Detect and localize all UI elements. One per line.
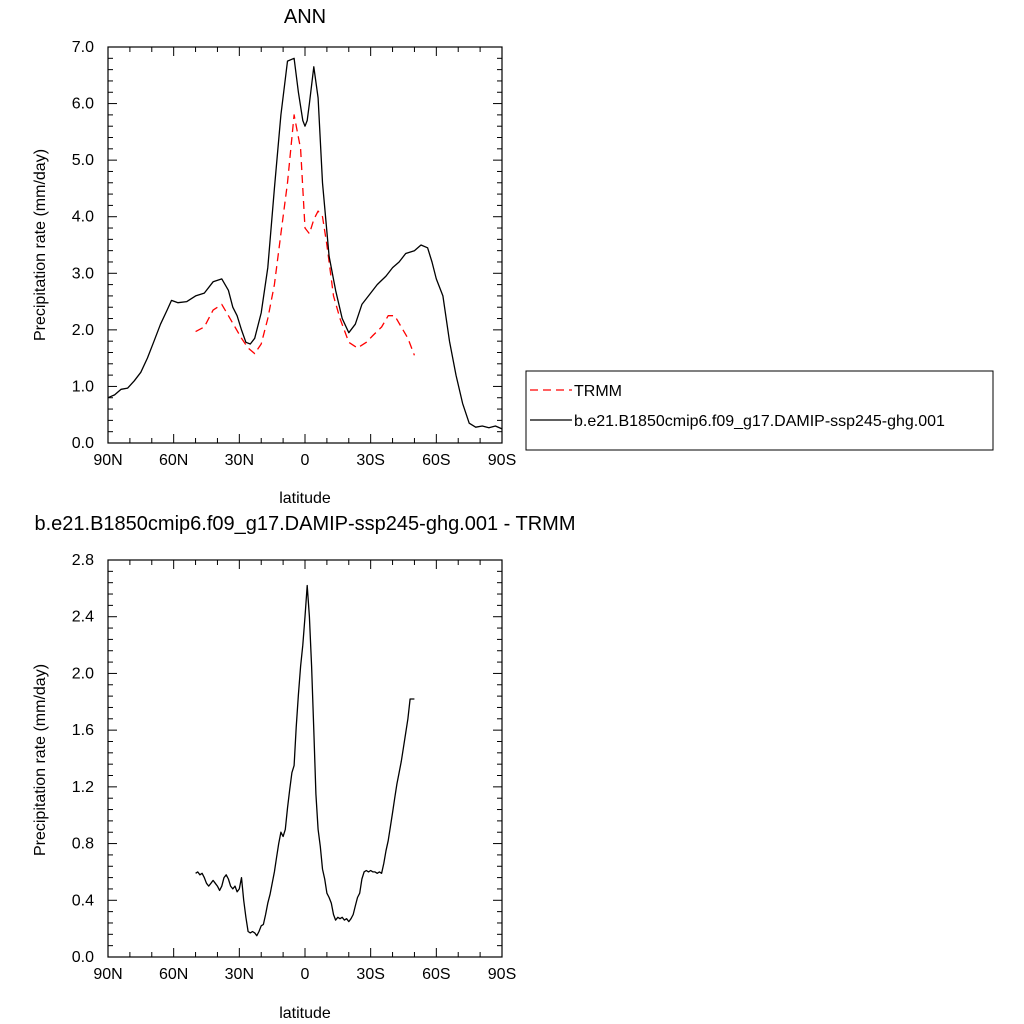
top-x-tick-label: 60N [159,452,188,469]
top-x-tick-label: 60S [422,452,450,469]
top-panel-xlabel: latitude [279,490,331,507]
top-y-tick-label: 3.0 [72,265,94,282]
bottom-x-tick-label: 60N [159,966,188,983]
top-panel-title: ANN [284,6,326,28]
top-panel-ylabel: Precipitation rate (mm/day) [32,149,49,341]
bottom-panel: b.e21.B1850cmip6.f09_g17.DAMIP-ssp245-gh… [32,513,576,1022]
top-y-tick-label: 2.0 [72,322,94,339]
top-x-tick-label: 90S [488,452,516,469]
top-y-tick-label: 0.0 [72,435,94,452]
legend-label-model: b.e21.B1850cmip6.f09_g17.DAMIP-ssp245-gh… [574,413,945,430]
bottom-panel-xlabel: latitude [279,1005,331,1022]
top-panel-plot: 90N 60N 30N 0 30S 60S 90S 0.0 1.0 2.0 3.0 4.0 5.0 6.0… [72,39,516,469]
top-series-1-line [107,57,503,430]
bottom-y-tick-label: 1.2 [72,779,94,796]
bottom-series-0-line [195,584,415,937]
legend-label-trmm: TRMM [574,383,622,400]
bottom-panel-title: b.e21.B1850cmip6.f09_g17.DAMIP-ssp245-gh… [34,513,575,535]
bottom-y-tick-label: 2.4 [72,609,94,626]
top-y-tick-label: 6.0 [72,96,94,113]
bottom-y-tick-label: 0.8 [72,836,94,853]
top-y-tick-label: 1.0 [72,378,94,395]
bottom-x-tick-label: 60S [422,966,450,983]
legend-box [525,370,994,451]
top-x-tick-label: 30N [225,452,254,469]
bottom-y-tick-label: 1.6 [72,722,94,739]
bottom-panel-plot: 90N 60N 30N 0 30S 60S 90S 0.0 0.4 0.8 1.2 1.6 2.0 2.4… [72,552,516,983]
top-x-tick-label: 0 [301,452,310,469]
top-y-tick-label: 7.0 [72,39,94,56]
top-y-tick-label: 5.0 [72,152,94,169]
legend: TRMM b.e21.B1850cmip6.f09_g17.DAMIP-ssp2… [525,370,994,451]
bottom-y-tick-label: 0.4 [72,892,94,909]
bottom-x-tick-label: 0 [301,966,310,983]
bottom-y-tick-label: 2.8 [72,552,94,569]
top-series-0-line [195,114,416,356]
top-x-tick-label: 30S [356,452,384,469]
bottom-x-tick-label: 30N [225,966,254,983]
bottom-x-tick-label: 30S [356,966,384,983]
bottom-x-tick-label: 90N [93,966,122,983]
top-y-tick-label: 4.0 [72,209,94,226]
bottom-x-tick-label: 90S [488,966,516,983]
bottom-panel-ylabel: Precipitation rate (mm/day) [32,664,49,856]
top-x-tick-label: 90N [93,452,122,469]
bottom-y-tick-label: 0.0 [72,949,94,966]
top-panel: ANN latitude Precipitation rate (mm/day)… [32,6,516,507]
top-plot-frame [107,46,503,444]
bottom-y-tick-label: 2.0 [72,665,94,682]
